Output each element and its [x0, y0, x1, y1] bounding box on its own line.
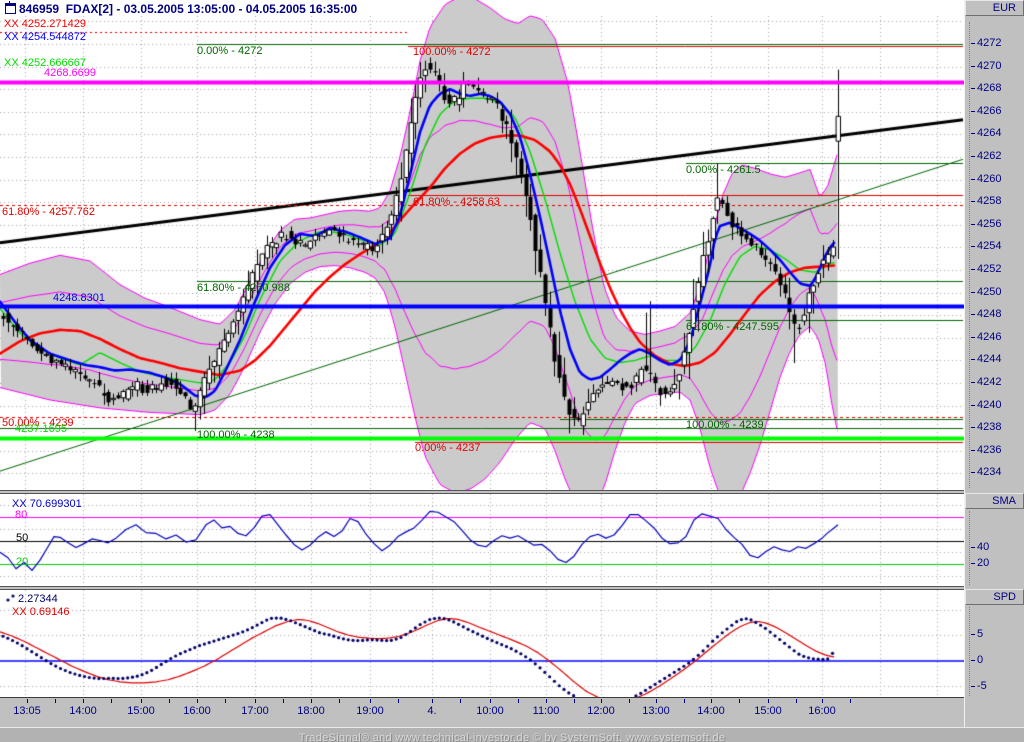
- time-tick: [711, 699, 712, 703]
- time-label: 14:00: [697, 705, 725, 717]
- axis-tick-label: 0: [970, 654, 984, 666]
- spd-header: SPD: [965, 589, 1024, 605]
- time-tick: [629, 699, 630, 703]
- time-tick: [255, 699, 256, 703]
- axis-tick-label: 4258: [970, 195, 1002, 208]
- axis-tick-label: 4250: [970, 285, 1002, 298]
- axis-tick-label: 4272: [970, 37, 1002, 49]
- axis-tick-label: 4266: [970, 104, 1002, 117]
- panel-separator: [0, 490, 964, 494]
- price-chart-canvas[interactable]: [0, 0, 964, 490]
- time-tick: [796, 699, 797, 703]
- time-tick: [141, 699, 142, 703]
- time-tick: [574, 699, 575, 703]
- axis-tick-label: 5: [970, 628, 984, 640]
- spd-axis-tickline: [969, 607, 970, 696]
- sma-header: SMA: [965, 493, 1024, 509]
- time-tick: [283, 699, 284, 703]
- axis-tick-label: 4244: [970, 353, 1002, 366]
- time-tick: [739, 699, 740, 703]
- time-tick: [656, 699, 657, 703]
- time-tick: [684, 699, 685, 703]
- time-tick: [27, 699, 28, 703]
- status-bar: TradeSignal® and www.technical-investor.…: [0, 727, 1024, 742]
- price-chart-panel: XX 4252.271429 XX 4254.544872 XX 4252.6666…: [0, 0, 965, 490]
- time-tick: [111, 699, 112, 703]
- time-tick: [460, 699, 461, 703]
- time-tick: [225, 699, 226, 703]
- axis-tick-label: 4262: [970, 150, 1002, 162]
- panel-separator: [0, 586, 964, 590]
- time-tick: [822, 699, 823, 703]
- time-axis[interactable]: 13:05 14:00 15:00 16:00 17:00 18:00 19:00 4. 10:…: [0, 697, 964, 727]
- axis-tick-label: 4260: [970, 172, 1002, 185]
- axis-tick-label: 20: [970, 557, 990, 570]
- time-label: 15:00: [754, 705, 782, 717]
- time-label: 14:00: [69, 705, 97, 717]
- axis-tick-label: 4234: [970, 466, 1002, 479]
- time-tick: [850, 699, 851, 703]
- time-label: 15:00: [127, 705, 155, 717]
- time-tick: [197, 699, 198, 703]
- axis-tick-label: 40: [970, 541, 990, 554]
- price-axis-column[interactable]: EUR SMA SPD 4272 4270 4268 4266 4264 4262 4260…: [964, 0, 1024, 742]
- time-tick: [370, 699, 371, 703]
- copyright-text: TradeSignal® and www.technical-investor.…: [298, 732, 726, 742]
- spd-header-label: SPD: [993, 591, 1016, 603]
- sma-header-label: SMA: [992, 495, 1016, 507]
- time-label: 16:00: [183, 705, 211, 717]
- time-tick: [546, 699, 547, 703]
- chart-plots: XX 4252.271429 XX 4254.544872 XX 4252.6666…: [0, 0, 965, 727]
- price-axis-tickline: [969, 22, 970, 488]
- spd-canvas[interactable]: [0, 590, 964, 697]
- sma-canvas[interactable]: [0, 494, 964, 586]
- time-tick: [518, 699, 519, 703]
- time-tick: [490, 699, 491, 703]
- time-tick: [169, 699, 170, 703]
- axis-tick-label: 4252: [970, 263, 1002, 275]
- time-label: 11:00: [532, 705, 560, 717]
- time-label: 13:05: [13, 705, 41, 717]
- currency-label: EUR: [992, 2, 1016, 14]
- axis-tick-label: 4240: [970, 398, 1002, 411]
- sma-axis-tickline: [969, 511, 970, 585]
- axis-tick-label: 4242: [970, 376, 1002, 388]
- time-label: 10:00: [476, 705, 504, 717]
- axis-tick-label: 4270: [970, 59, 1002, 72]
- chart-titlebar: 846959 FDAX[2] - 03.05.2005 13:05:00 - 0…: [0, 0, 964, 16]
- time-label: 13:00: [642, 705, 670, 717]
- chart-title: 846959 FDAX[2] - 03.05.2005 13:05:00 - 0…: [19, 2, 358, 16]
- axis-tick-label: 4248: [970, 308, 1002, 321]
- time-label: 18:00: [297, 705, 325, 717]
- axis-tick-label: -5: [971, 680, 987, 692]
- time-tick: [432, 699, 433, 703]
- time-label: 17:00: [241, 705, 269, 717]
- axis-tick-label: 4256: [970, 217, 1002, 230]
- time-label: 4.: [427, 705, 437, 717]
- currency-header: EUR: [965, 0, 1024, 16]
- time-tick: [55, 699, 56, 703]
- spd-indicator-panel: 2.27344 XX 0.69146: [0, 590, 965, 697]
- axis-tick-label: 4236: [970, 443, 1002, 456]
- axis-tick-label: 4264: [970, 127, 1002, 140]
- time-label: 12:00: [587, 705, 615, 717]
- time-tick: [768, 699, 769, 703]
- axis-tick-label: 4246: [970, 330, 1002, 343]
- time-label: 16:00: [808, 705, 836, 717]
- time-tick: [398, 699, 399, 703]
- axis-tick-label: 4254: [970, 240, 1002, 253]
- time-tick: [83, 699, 84, 703]
- time-label: 19:00: [356, 705, 384, 717]
- sma-indicator-panel: XX 70.699301 80 50 20: [0, 494, 965, 586]
- time-tick: [601, 699, 602, 703]
- axis-tick-label: 4268: [970, 82, 1002, 95]
- axis-tick-label: 4238: [970, 421, 1002, 434]
- time-tick: [339, 699, 340, 703]
- time-tick: [311, 699, 312, 703]
- chart-window-icon: [5, 1, 16, 14]
